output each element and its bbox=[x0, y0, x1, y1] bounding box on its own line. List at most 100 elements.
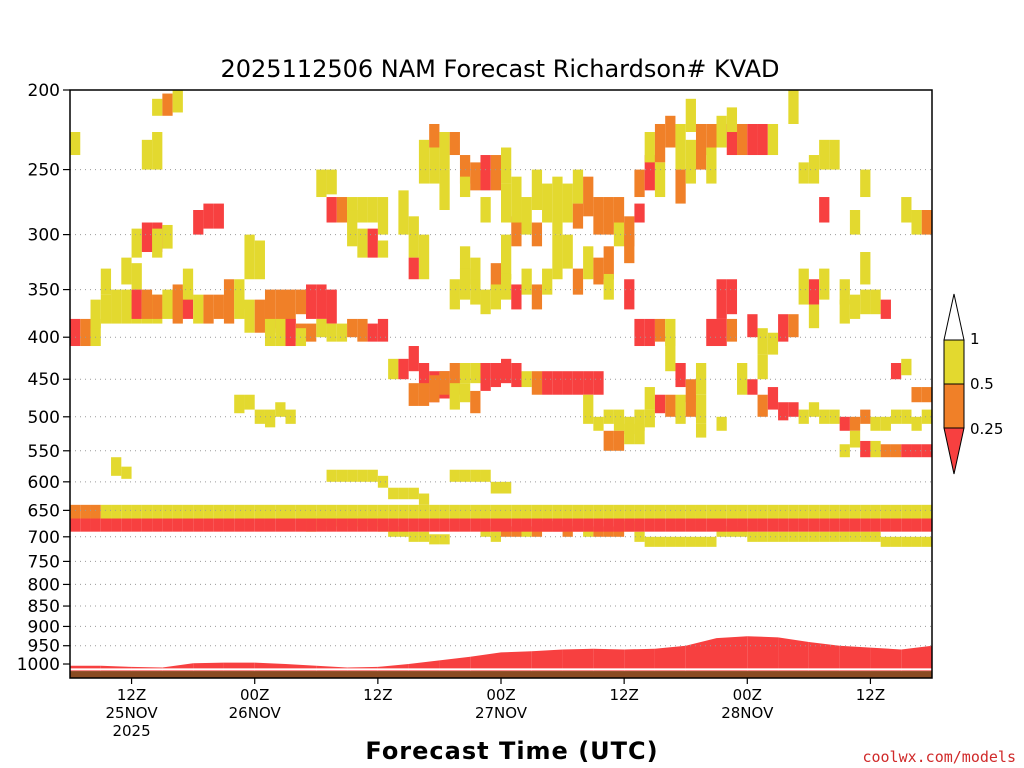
heatmap-cell bbox=[418, 531, 430, 542]
heatmap-cell bbox=[911, 210, 922, 235]
heatmap-cell bbox=[244, 299, 255, 333]
heatmap-cell bbox=[572, 169, 584, 204]
heatmap-cell bbox=[870, 416, 881, 431]
heatmap-cell bbox=[788, 402, 799, 417]
heatmap-cell bbox=[326, 469, 337, 482]
heatmap-cell bbox=[459, 363, 471, 384]
heatmap-cell bbox=[849, 518, 861, 532]
heatmap-cell bbox=[583, 518, 594, 532]
heatmap-cell bbox=[552, 518, 563, 532]
heatmap-cell bbox=[644, 518, 655, 532]
heatmap-cell bbox=[162, 224, 173, 249]
heatmap-cell bbox=[695, 504, 707, 519]
surface-layer-band bbox=[624, 648, 655, 672]
heatmap-cell bbox=[747, 314, 758, 338]
heatmap-cell bbox=[141, 289, 153, 319]
heatmap-cell bbox=[819, 409, 830, 424]
heatmap-cell bbox=[70, 132, 81, 156]
heatmap-cell bbox=[685, 139, 696, 184]
heatmap-cell bbox=[726, 123, 738, 156]
heatmap-cell bbox=[562, 504, 573, 519]
heatmap-cell bbox=[778, 518, 789, 532]
heatmap-cell bbox=[80, 318, 91, 347]
heatmap-cell bbox=[921, 518, 932, 532]
heatmap-cell bbox=[911, 536, 922, 547]
x-tick-label: 27NOV bbox=[475, 704, 528, 722]
heatmap-cell bbox=[798, 162, 809, 184]
heatmap-cell bbox=[418, 234, 430, 280]
heatmap-cell bbox=[829, 139, 840, 170]
heatmap-cell bbox=[398, 504, 409, 519]
heatmap-cell bbox=[490, 263, 501, 290]
heatmap-cell bbox=[449, 469, 460, 482]
heatmap-cell bbox=[490, 284, 501, 310]
heatmap-cell bbox=[244, 518, 255, 532]
heatmap-cell bbox=[808, 531, 820, 542]
heatmap-cell bbox=[521, 518, 532, 532]
heatmap-cell bbox=[459, 518, 471, 532]
heatmap-cell bbox=[223, 504, 235, 519]
heatmap-cell bbox=[244, 504, 255, 519]
heatmap-cell bbox=[808, 279, 820, 305]
heatmap-cell bbox=[111, 457, 122, 476]
heatmap-cell bbox=[808, 402, 820, 417]
heatmap-cell bbox=[901, 409, 912, 424]
heatmap-cell bbox=[839, 518, 850, 532]
heatmap-cell bbox=[131, 289, 142, 319]
heatmap-cell bbox=[234, 504, 245, 519]
heatmap-cell bbox=[377, 318, 389, 342]
heatmap-cell bbox=[367, 228, 378, 258]
heatmap-cell bbox=[634, 409, 645, 431]
heatmap-cell bbox=[182, 518, 194, 532]
y-tick-label: 750 bbox=[28, 552, 60, 572]
heatmap-cell bbox=[162, 504, 173, 519]
heatmap-cell bbox=[890, 504, 902, 519]
heatmap-cell bbox=[408, 346, 419, 372]
heatmap-cell bbox=[254, 504, 265, 519]
heatmap-cell bbox=[716, 318, 727, 347]
heatmap-cell bbox=[264, 409, 276, 428]
surface-layer-band bbox=[593, 648, 625, 672]
heatmap-cell bbox=[408, 216, 419, 258]
heatmap-cell bbox=[388, 487, 399, 500]
heatmap-cell bbox=[798, 504, 809, 519]
heatmap-cell bbox=[244, 234, 255, 280]
heatmap-cell bbox=[521, 197, 532, 235]
heatmap-cell bbox=[603, 246, 614, 280]
heatmap-cell bbox=[890, 363, 902, 380]
heatmap-cell bbox=[757, 531, 768, 542]
heatmap-cell bbox=[408, 518, 419, 532]
heatmap-cell bbox=[798, 531, 809, 542]
heatmap-cell bbox=[480, 155, 491, 191]
y-tick-label: 650 bbox=[28, 501, 60, 521]
heatmap-cell bbox=[100, 294, 112, 324]
heatmap-cell bbox=[490, 155, 501, 191]
x-tick-label: 12Z bbox=[609, 686, 638, 704]
heatmap-cell bbox=[870, 289, 881, 315]
y-axis-ticks: 200 250 300 350 400 450 500 550 600 650 700 750 8008… bbox=[17, 81, 70, 675]
heatmap-cell bbox=[470, 279, 481, 305]
heatmap-cell bbox=[603, 430, 614, 451]
heatmap-cell bbox=[921, 210, 932, 235]
heatmap-cell bbox=[80, 504, 91, 519]
heatmap-cell bbox=[767, 123, 779, 156]
heatmap-cell bbox=[675, 518, 686, 532]
heatmap-cell bbox=[511, 518, 522, 532]
heatmap-cell bbox=[429, 147, 440, 184]
heatmap-cell bbox=[429, 534, 440, 545]
x-tick-label: 12Z bbox=[117, 686, 146, 704]
heatmap-cell bbox=[254, 299, 265, 333]
heatmap-cell bbox=[695, 363, 707, 395]
heatmap-cell bbox=[778, 504, 789, 519]
heatmap-cell bbox=[716, 115, 727, 148]
heatmap-cell bbox=[572, 268, 584, 295]
heatmap-cell bbox=[695, 536, 707, 547]
heatmap-cell bbox=[521, 371, 532, 388]
heatmap-cell bbox=[152, 132, 163, 170]
heatmap-cell bbox=[449, 504, 460, 519]
heatmap-cell bbox=[808, 504, 820, 519]
heatmap-cell bbox=[665, 504, 676, 519]
heatmap-cell bbox=[100, 518, 112, 532]
x-tick-label: 00Z bbox=[486, 686, 515, 704]
